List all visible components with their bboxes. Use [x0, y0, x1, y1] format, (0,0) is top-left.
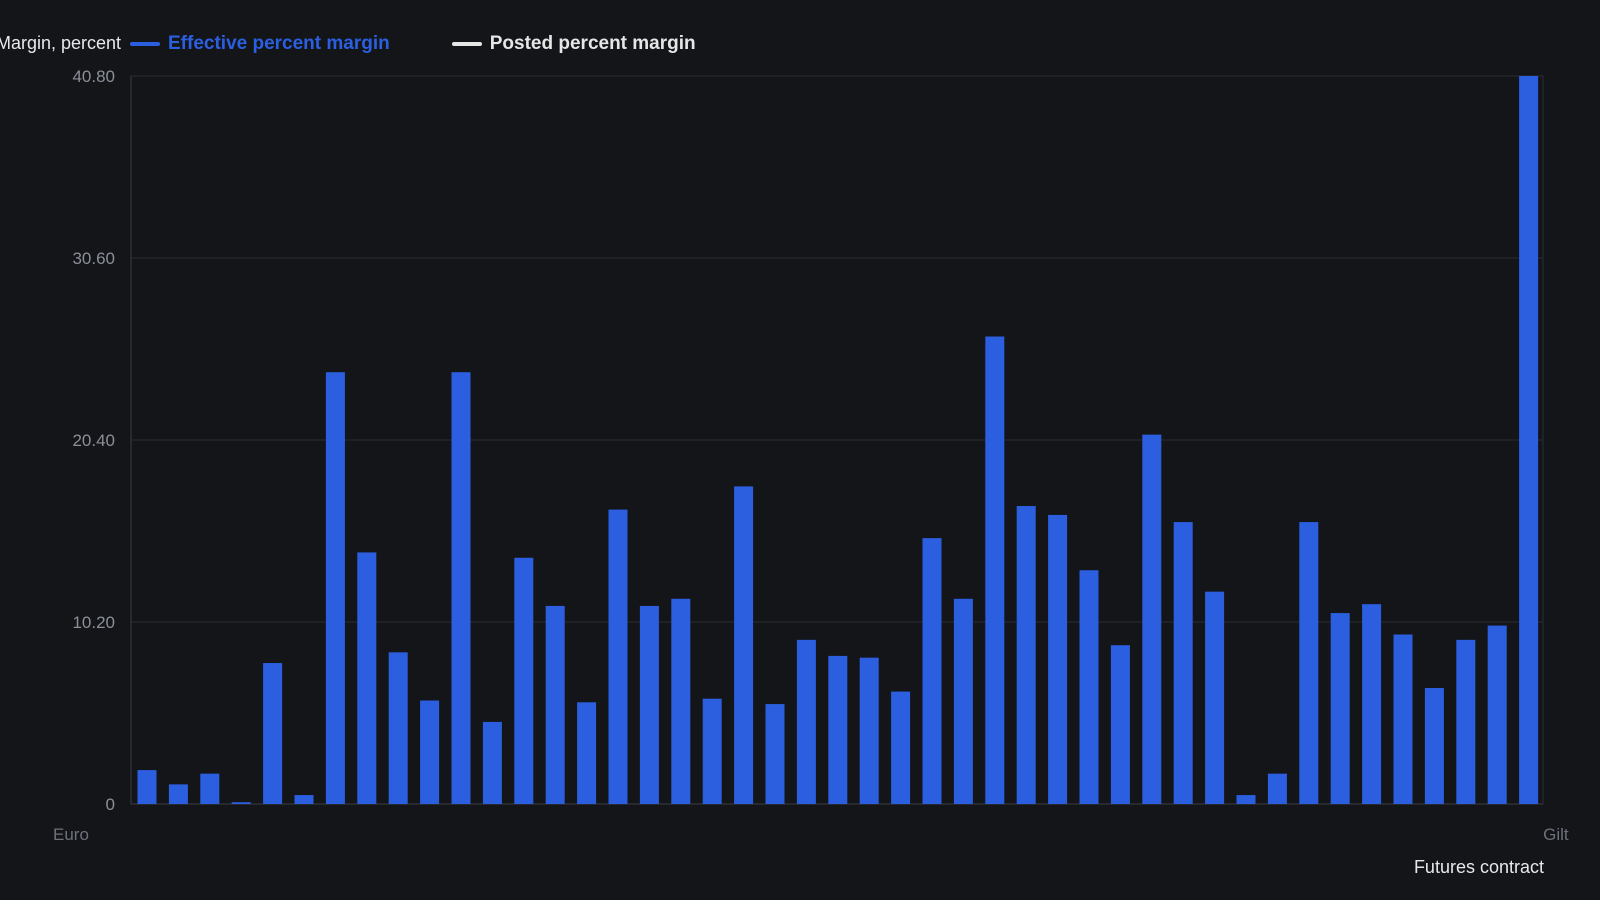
legend-item-effective[interactable]: Effective percent margin [130, 33, 390, 55]
bar-effective-margin[interactable] [796, 639, 816, 804]
bar-effective-margin[interactable] [1267, 773, 1287, 804]
x-axis-title: Futures contract [1413, 857, 1544, 877]
bar-effective-margin[interactable] [1079, 570, 1099, 804]
x-tick-label-first: Euro [53, 825, 89, 844]
bar-effective-margin[interactable] [514, 557, 534, 804]
legend-swatch-effective [130, 42, 160, 46]
bar-effective-margin[interactable] [168, 784, 188, 804]
y-tick-label: 10.20 [72, 613, 115, 632]
bar-effective-margin[interactable] [1393, 634, 1413, 804]
bar-effective-margin[interactable] [420, 700, 440, 804]
bar-effective-margin[interactable] [451, 372, 471, 804]
bar-effective-margin[interactable] [639, 605, 659, 804]
bar-effective-margin[interactable] [985, 336, 1005, 804]
bar-effective-margin[interactable] [388, 652, 408, 804]
bar-effective-margin[interactable] [1205, 591, 1225, 804]
bar-effective-margin[interactable] [608, 509, 628, 804]
y-tick-label: 30.60 [72, 249, 115, 268]
bar-effective-margin[interactable] [1173, 522, 1193, 804]
bar-effective-margin[interactable] [1519, 76, 1539, 804]
y-tick-label: 0 [106, 795, 115, 814]
bar-effective-margin[interactable] [1487, 625, 1507, 804]
label-layer: 0 10.20 20.40 30.60 40.80 Euro Gilt [53, 67, 1569, 844]
bar-effective-margin[interactable] [1110, 645, 1130, 804]
bar-effective-margin[interactable] [859, 657, 879, 804]
bar-effective-margin[interactable] [1048, 514, 1068, 804]
bar-effective-margin[interactable] [702, 698, 722, 804]
legend-label-posted: Posted percent margin [489, 33, 696, 54]
x-tick-label-last: Gilt [1543, 825, 1569, 844]
y-axis-title: Margin, percent [0, 33, 122, 53]
bar-effective-margin[interactable] [263, 663, 283, 804]
y-tick-label: 20.40 [72, 431, 115, 450]
bar-effective-margin[interactable] [1456, 639, 1476, 804]
bar-effective-margin[interactable] [200, 773, 220, 804]
bar-effective-margin[interactable] [1142, 434, 1162, 804]
bar-effective-margin[interactable] [137, 770, 157, 804]
bar-effective-margin[interactable] [1330, 613, 1350, 804]
chart-legend: Effective percent margin Posted percent … [130, 33, 696, 55]
bar-effective-margin[interactable] [671, 598, 691, 804]
bar-effective-margin[interactable] [1362, 604, 1382, 804]
bar-effective-margin[interactable] [357, 552, 377, 804]
bar-layer [137, 76, 1539, 804]
bar-effective-margin[interactable] [828, 655, 848, 804]
bar-effective-margin[interactable] [922, 538, 942, 804]
bar-effective-margin[interactable] [325, 372, 345, 804]
legend-item-posted[interactable]: Posted percent margin [451, 33, 696, 55]
bar-effective-margin[interactable] [1424, 688, 1444, 804]
bar-effective-margin[interactable] [1016, 506, 1036, 804]
bar-effective-margin[interactable] [1236, 795, 1256, 804]
bar-effective-margin[interactable] [482, 721, 502, 804]
legend-swatch-posted [451, 42, 482, 46]
bar-effective-margin[interactable] [294, 795, 314, 804]
legend-label-effective: Effective percent margin [168, 33, 390, 54]
bar-effective-margin[interactable] [231, 802, 251, 804]
bar-effective-margin[interactable] [765, 704, 785, 804]
bar-effective-margin[interactable] [545, 605, 565, 804]
bar-effective-margin[interactable] [577, 702, 597, 804]
bar-effective-margin[interactable] [953, 598, 973, 804]
y-tick-label: 40.80 [72, 67, 115, 86]
bar-effective-margin[interactable] [734, 486, 754, 804]
bar-effective-margin[interactable] [891, 691, 911, 804]
bar-effective-margin[interactable] [1299, 522, 1319, 804]
